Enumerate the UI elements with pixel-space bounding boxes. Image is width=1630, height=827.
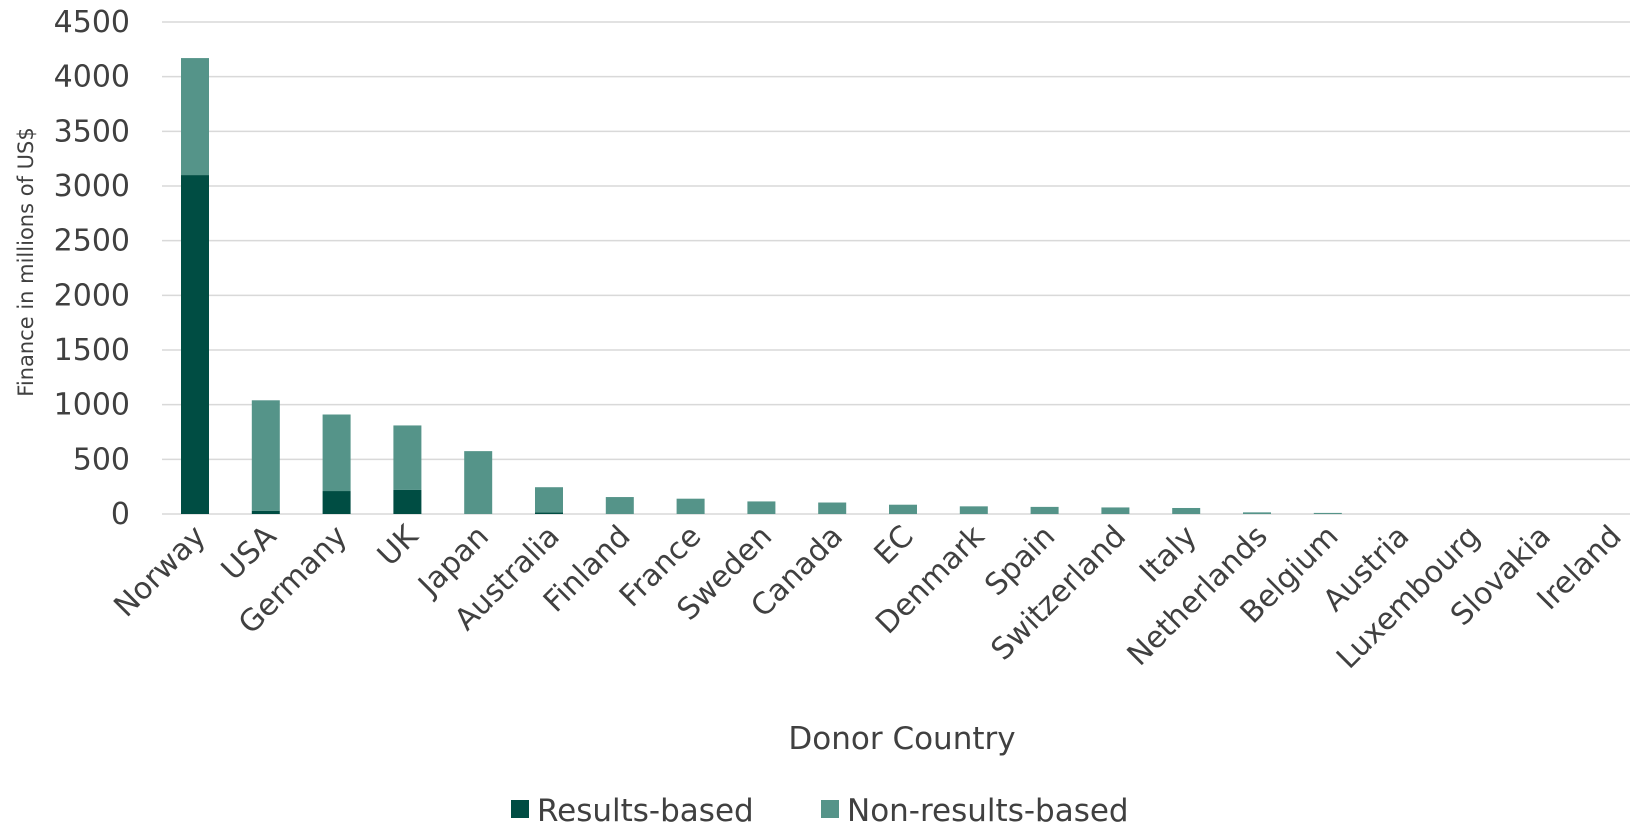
legend-label-non-results-based: Non-results-based — [847, 793, 1129, 827]
bar-non-results-based — [889, 504, 917, 514]
y-tick-label: 4500 — [54, 5, 130, 40]
bar-non-results-based — [1030, 506, 1059, 514]
y-tick-label: 0 — [111, 497, 130, 532]
y-tick-label: 3000 — [54, 169, 130, 204]
bar-results-based — [322, 491, 351, 514]
bar-non-results-based — [818, 502, 847, 514]
bar-non-results-based — [535, 487, 563, 513]
x-tick-label: UK — [371, 518, 426, 573]
bar-non-results-based — [181, 58, 209, 176]
bar-results-based — [181, 175, 209, 515]
x-axis-title: Donor Country — [788, 721, 1015, 757]
legend: Results-based Non-results-based — [511, 793, 1129, 827]
bars — [181, 58, 1342, 515]
gridlines — [162, 21, 1630, 515]
y-tick-label: 3500 — [54, 114, 130, 149]
y-axis-title: Finance in millions of US$ — [14, 127, 38, 396]
bar-non-results-based — [605, 497, 634, 514]
y-tick-label: 4000 — [54, 60, 130, 95]
bar-results-based — [251, 510, 280, 514]
legend-label-results-based: Results-based — [537, 793, 754, 827]
bar-non-results-based — [1101, 507, 1130, 514]
y-tick-label: 2000 — [54, 278, 130, 313]
bar-results-based — [535, 512, 563, 514]
bar-non-results-based — [1172, 507, 1201, 514]
legend-swatch-results-based — [511, 800, 529, 818]
bar-non-results-based — [676, 498, 705, 514]
legend-swatch-non-results-based — [821, 800, 839, 818]
bar-non-results-based — [959, 506, 988, 514]
bar-results-based — [393, 489, 422, 514]
y-tick-label: 2500 — [54, 224, 130, 259]
x-tick-label: Norway — [107, 519, 212, 624]
bar-non-results-based — [251, 400, 280, 511]
y-tick-label: 1000 — [54, 388, 130, 423]
bar-non-results-based — [393, 425, 422, 490]
x-tick-label: EC — [868, 519, 921, 572]
bar-non-results-based — [1313, 512, 1342, 514]
y-tick-label: 1500 — [54, 333, 130, 368]
y-tick-label: 500 — [73, 442, 130, 477]
bar-non-results-based — [1243, 512, 1271, 514]
bar-non-results-based — [322, 414, 351, 492]
bar-non-results-based — [747, 501, 776, 514]
bar-non-results-based — [464, 451, 493, 514]
y-axis-ticks: 0 500 1000 1500 2000 2500 3000 3500 4000 4500 — [54, 5, 130, 532]
